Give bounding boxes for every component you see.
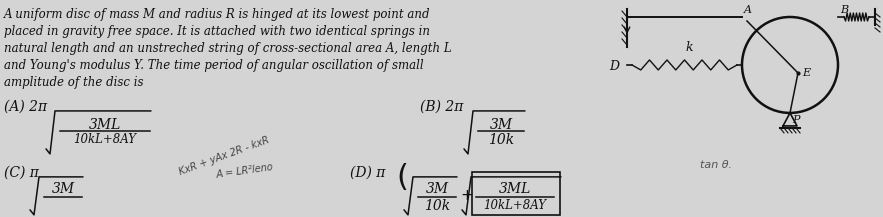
Text: 3ML: 3ML bbox=[89, 118, 121, 132]
Text: A = LR²leno: A = LR²leno bbox=[215, 162, 274, 180]
Text: P: P bbox=[792, 115, 799, 125]
Text: B: B bbox=[840, 5, 849, 15]
Text: +: + bbox=[460, 188, 472, 203]
Text: 3M: 3M bbox=[426, 182, 449, 196]
Text: and Young's modulus Y. The time period of angular oscillation of small: and Young's modulus Y. The time period o… bbox=[4, 59, 424, 72]
Text: amplitude of the disc is: amplitude of the disc is bbox=[4, 76, 144, 89]
Text: natural length and an unstreched string of cross-sectional area A, length L: natural length and an unstreched string … bbox=[4, 42, 451, 55]
Text: (A) 2π: (A) 2π bbox=[4, 100, 47, 114]
Text: (B) 2π: (B) 2π bbox=[420, 100, 464, 114]
Text: (D) π: (D) π bbox=[350, 166, 385, 180]
Text: 10kL+8AY: 10kL+8AY bbox=[73, 133, 137, 146]
Text: (C) π: (C) π bbox=[4, 166, 39, 180]
Text: 10kL+8AY: 10kL+8AY bbox=[484, 199, 547, 212]
Text: 3M: 3M bbox=[489, 118, 512, 132]
Text: 3ML: 3ML bbox=[499, 182, 532, 196]
Text: (: ( bbox=[396, 163, 408, 192]
Text: 3M: 3M bbox=[51, 182, 74, 196]
Text: 10k: 10k bbox=[488, 133, 514, 147]
Text: k: k bbox=[685, 41, 693, 54]
Text: placed in gravity free space. It is attached with two identical springs in: placed in gravity free space. It is atta… bbox=[4, 25, 430, 38]
Text: KxR + yAx 2R - kxR: KxR + yAx 2R - kxR bbox=[178, 135, 271, 177]
Bar bbox=[472, 172, 560, 215]
Text: E: E bbox=[802, 68, 810, 78]
Text: D: D bbox=[609, 60, 619, 73]
Text: A uniform disc of mass M and radius R is hinged at its lowest point and: A uniform disc of mass M and radius R is… bbox=[4, 8, 431, 21]
Text: A: A bbox=[744, 5, 752, 15]
Text: tan θ.: tan θ. bbox=[700, 160, 732, 170]
Text: 10k: 10k bbox=[424, 199, 450, 213]
